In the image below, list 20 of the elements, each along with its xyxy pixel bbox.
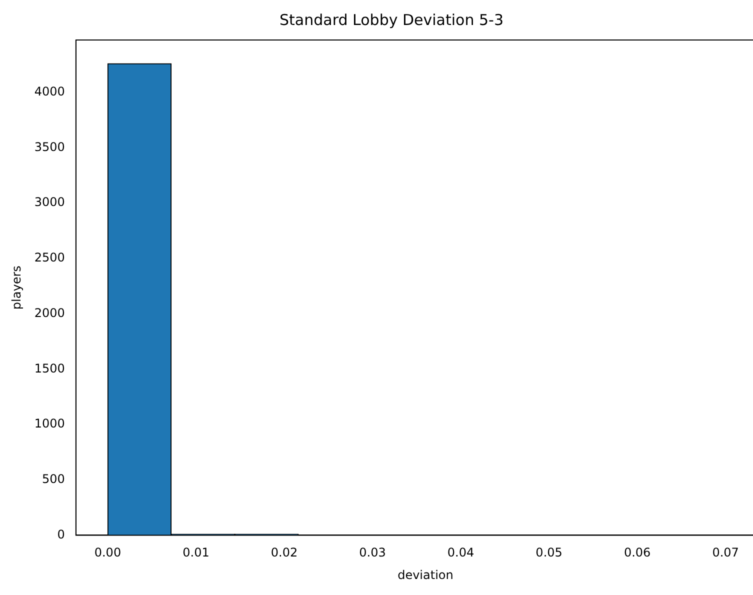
y-tick-label: 2000 [34,306,65,320]
y-tick-label: 4000 [34,84,65,98]
x-tick-label: 0.02 [270,546,298,560]
x-tick-label: 0.07 [712,546,739,560]
x-tick-label: 0.03 [359,546,386,560]
x-tick-label: 0.00 [94,546,122,560]
x-tick-label: 0.05 [536,546,562,560]
y-tick-label: 500 [42,472,65,486]
y-tick-label: 1500 [34,361,65,376]
x-tick-label: 0.01 [182,546,210,560]
y-tick-label: 2500 [34,250,65,265]
y-tick-label: 1000 [34,416,65,431]
x-tick-label: 0.06 [624,546,651,560]
chart-title: Standard Lobby Deviation 5-3 [280,10,504,29]
x-axis-title: deviation [398,568,454,582]
y-axis-title: players [9,266,24,310]
x-tick-label: 0.04 [447,546,474,560]
y-tick-label: 3000 [34,195,65,210]
y-tick-label: 3500 [34,140,65,154]
y-tick-label: 0 [57,527,65,542]
